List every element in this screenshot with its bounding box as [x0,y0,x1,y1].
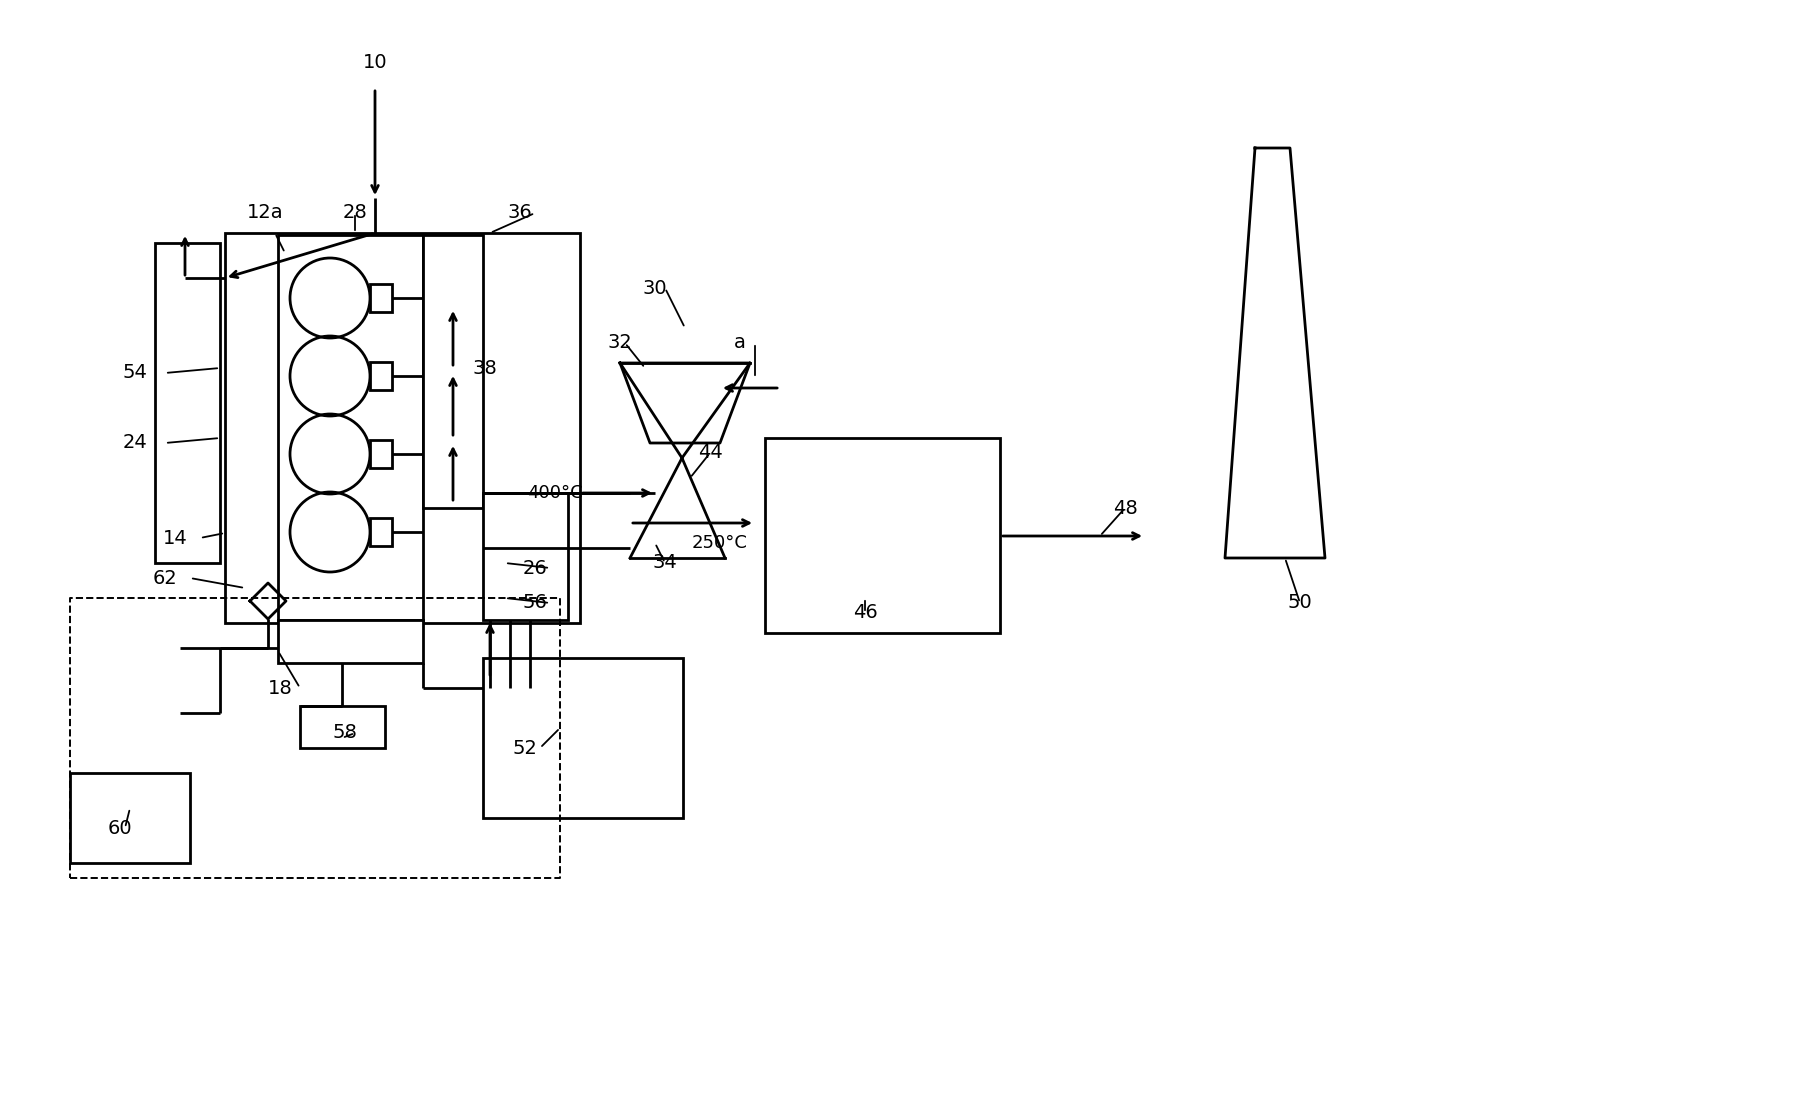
Bar [279,620,424,663]
Text: 58: 58 [333,724,357,742]
Text: 48: 48 [1112,498,1137,517]
Bar [369,440,391,468]
Text: 46: 46 [853,604,877,623]
Text: 12a: 12a [246,203,283,223]
Polygon shape [1224,148,1326,558]
Text: 52: 52 [513,739,538,758]
Text: 14: 14 [163,528,187,548]
Text: 62: 62 [152,569,177,587]
Text: 38: 38 [473,359,498,378]
Bar [279,235,424,620]
Bar [225,233,580,623]
Text: 10: 10 [362,54,388,72]
Bar [156,243,219,563]
Text: 34: 34 [652,553,677,572]
Text: 24: 24 [123,434,147,452]
Bar [424,235,484,508]
Text: 30: 30 [643,279,666,298]
Text: a: a [733,334,746,352]
Text: 60: 60 [107,818,132,838]
Bar [369,518,391,546]
Text: 250°C: 250°C [692,534,748,552]
Bar [301,706,386,748]
Bar [764,438,1000,634]
Bar [369,362,391,390]
Bar [71,773,190,863]
Text: 44: 44 [697,444,723,462]
Text: 32: 32 [608,334,632,352]
Text: 56: 56 [523,594,547,613]
Text: 26: 26 [523,559,547,578]
Text: 400°C: 400°C [527,484,583,502]
Bar [484,493,569,620]
Text: 18: 18 [268,679,292,697]
Text: 36: 36 [507,203,532,223]
Text: 54: 54 [123,363,147,382]
Text: 28: 28 [342,203,368,223]
Text: 50: 50 [1288,594,1313,613]
Bar [369,284,391,312]
Polygon shape [619,363,750,442]
Bar [484,658,683,818]
